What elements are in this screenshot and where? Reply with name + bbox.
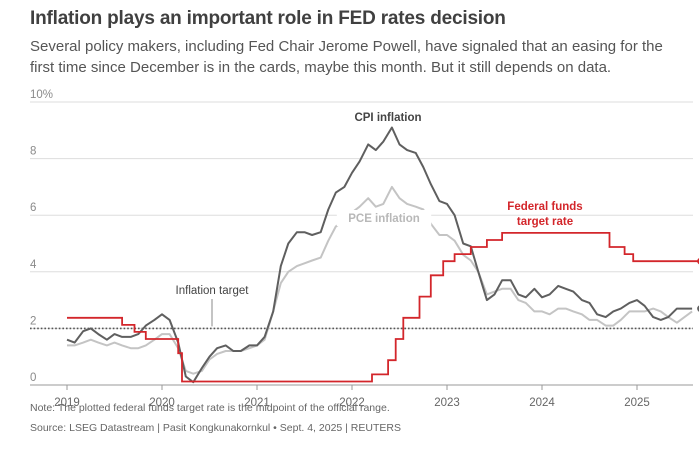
y-tick-label: 10% <box>30 89 53 101</box>
pce-inflation-label: PCE inflation <box>348 213 420 225</box>
gridlines <box>30 101 693 386</box>
x-tick-label: 2022 <box>339 397 365 409</box>
x-tick-label: 2020 <box>149 397 175 409</box>
series-lines <box>66 126 699 384</box>
fed-funds-rate-line <box>67 232 699 383</box>
inflation-target-label: Inflation target <box>176 285 250 297</box>
y-axis-ticks: 0 2 4 6 8 10% <box>30 89 53 384</box>
y-tick-label: 8 <box>30 146 36 158</box>
x-axis: 2019 2020 2021 2022 2023 2024 2025 <box>30 384 693 409</box>
chart-subtitle: Several policy makers, including Fed Cha… <box>30 38 663 76</box>
y-tick-label: 4 <box>30 259 37 271</box>
fed-funds-label: Federal funds <box>507 201 582 213</box>
fed-funds-label: target rate <box>517 216 573 228</box>
y-tick-label: 6 <box>30 202 36 214</box>
chart-note: Note: The plotted federal funds target r… <box>30 402 390 414</box>
cpi-inflation-line <box>66 126 693 384</box>
pce-inflation-label-bg <box>336 210 432 226</box>
x-tick-label: 2024 <box>529 397 555 409</box>
cpi-inflation-label: CPI inflation <box>354 112 421 124</box>
chart-source: Source: LSEG Datastream | Pasit Kongkuna… <box>30 422 401 434</box>
pce-inflation-line <box>67 185 693 375</box>
chart-title: Inflation plays an important role in FED… <box>30 8 506 29</box>
y-tick-label: 2 <box>30 315 36 327</box>
series-labels: CPI inflation PCE inflation Federal funds t… <box>176 112 583 327</box>
x-tick-label: 2025 <box>624 397 650 409</box>
y-tick-label: 0 <box>30 372 36 384</box>
x-tick-label: 2019 <box>54 397 80 409</box>
x-tick-label: 2021 <box>244 397 270 409</box>
x-tick-label: 2023 <box>434 397 460 409</box>
